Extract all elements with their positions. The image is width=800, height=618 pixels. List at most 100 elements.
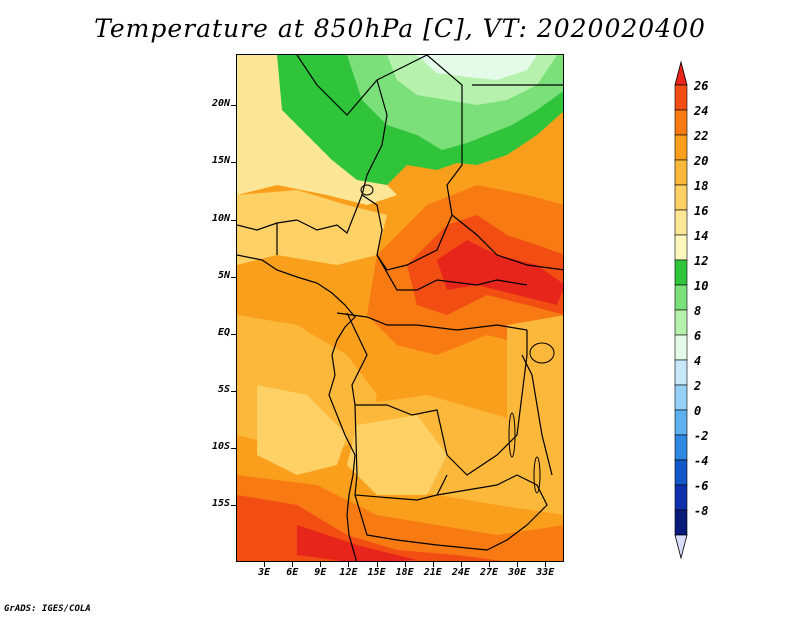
latitude-label: 20N	[211, 98, 230, 110]
colorbar-band	[674, 384, 688, 411]
border-car	[376, 254, 528, 291]
border-east-lakes	[521, 354, 553, 476]
colorbar-label: 24	[694, 104, 709, 118]
border-sahara-north	[296, 55, 428, 116]
field-cool-south	[347, 415, 447, 495]
colorbar-label: 4	[694, 354, 702, 368]
colorbar-band	[674, 359, 688, 386]
lake-tanganyika	[508, 412, 516, 458]
credit-text: GrADS: IGES/COLA	[4, 604, 91, 614]
country-borders	[237, 55, 563, 561]
colorbar-label: 12	[694, 254, 709, 268]
colorbar-band	[674, 234, 688, 261]
border-namibia	[354, 494, 528, 551]
chart-title: Temperature at 850hPa [C], VT: 202002040…	[94, 14, 706, 43]
longitude-label: 12E	[339, 567, 358, 578]
border-mozambique	[516, 474, 548, 526]
latitude-label: 15N	[211, 155, 230, 167]
colorbar-band	[674, 109, 688, 136]
colorbar-label: 18	[694, 179, 709, 193]
colorbar-label: 6	[694, 329, 702, 343]
longitude-tick	[545, 562, 547, 567]
border-west-north	[237, 219, 298, 231]
colorbar-bottom-triangle	[674, 534, 688, 560]
longitude-label: 24E	[451, 567, 470, 578]
latitude-label: 10S	[211, 440, 230, 452]
colorbar-band	[674, 409, 688, 436]
colorbar-band	[674, 309, 688, 336]
longitude-tick	[489, 562, 491, 567]
longitude-tick	[320, 562, 322, 567]
colorbar-label: 8	[694, 304, 702, 318]
longitude-tick	[404, 562, 406, 567]
colorbar-label: 2	[694, 379, 702, 393]
longitude-tick	[432, 562, 434, 567]
border-chad	[361, 194, 453, 271]
colorbar-label: 10	[694, 279, 709, 293]
latitude-tick	[231, 105, 236, 107]
border-congo	[346, 312, 368, 406]
colorbar-label: 16	[694, 204, 709, 218]
colorbar-label: -2	[694, 429, 709, 443]
colorbar-band	[674, 184, 688, 211]
longitude-tick	[460, 562, 462, 567]
colorbar-label: -8	[694, 504, 709, 518]
colorbar-label: 20	[694, 154, 709, 168]
field-hot-southwest	[297, 525, 417, 561]
longitude-tick	[376, 562, 378, 567]
latitude-label: EQ	[217, 326, 230, 338]
longitude-tick	[348, 562, 350, 567]
longitude-label: 15E	[367, 567, 386, 578]
colorbar	[674, 60, 688, 560]
colorbar-band	[674, 434, 688, 461]
colorbar-band	[674, 84, 688, 111]
colorbar-label: 14	[694, 229, 709, 243]
longitude-label: 30E	[508, 567, 527, 578]
lake-chad	[360, 184, 374, 196]
longitude-tick	[517, 562, 519, 567]
colorbar-band	[674, 159, 688, 186]
longitude-tick	[264, 562, 266, 567]
colorbar-label: -6	[694, 479, 709, 493]
longitude-label: 18E	[395, 567, 414, 578]
field-mint	[417, 55, 537, 80]
longitude-tick	[292, 562, 294, 567]
border-sahara-east	[361, 79, 388, 196]
border-angola	[354, 404, 448, 501]
colorbar-band	[674, 284, 688, 311]
colorbar-label: 0	[694, 404, 702, 418]
coastline-west-africa	[237, 254, 358, 561]
colorbar-label: -4	[694, 454, 709, 468]
field-cool-coast	[257, 385, 347, 475]
longitude-label: 21E	[423, 567, 442, 578]
lake-victoria	[529, 342, 555, 364]
latitude-label: 15S	[211, 497, 230, 509]
border-drc	[355, 330, 528, 476]
colorbar-top-triangle	[674, 60, 688, 86]
latitude-tick	[231, 276, 236, 278]
latitude-tick	[231, 219, 236, 221]
colorbar-band	[674, 509, 688, 536]
field-hot-core	[437, 240, 563, 305]
latitude-tick	[231, 390, 236, 392]
lakes	[360, 184, 555, 494]
colorbar-label: 26	[694, 79, 709, 93]
longitude-label: 27E	[479, 567, 499, 578]
border-zambia	[436, 474, 518, 496]
latitude-label: 10N	[211, 212, 230, 224]
latitude-tick	[231, 162, 236, 164]
colorbar-band	[674, 209, 688, 236]
colorbar-band	[674, 484, 688, 511]
lake-malawi	[533, 456, 541, 494]
latitude-tick	[231, 447, 236, 449]
latitude-label: 5S	[217, 383, 230, 395]
longitude-label: 6E	[286, 567, 299, 578]
temperature-field	[237, 55, 563, 561]
latitude-tick	[231, 504, 236, 506]
longitude-label: 3E	[258, 567, 271, 578]
latitude-label: 5N	[217, 269, 230, 281]
border-nigeria	[276, 194, 363, 255]
temperature-map[interactable]	[236, 54, 564, 562]
colorbar-band	[674, 334, 688, 361]
colorbar-band	[674, 134, 688, 161]
